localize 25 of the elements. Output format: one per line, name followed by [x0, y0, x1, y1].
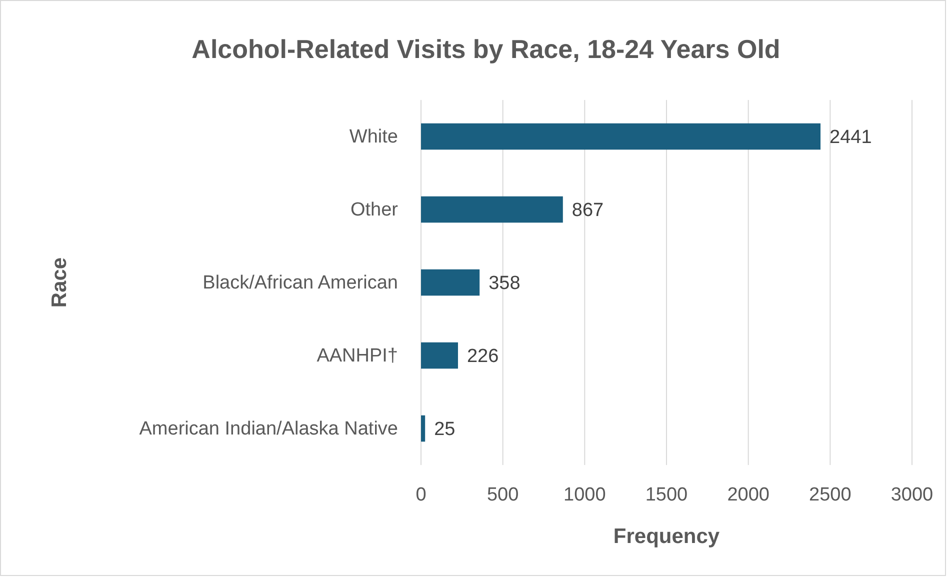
x-axis-title: Frequency	[613, 525, 720, 548]
x-tick-label: 500	[486, 484, 519, 506]
x-tick-label: 3000	[890, 484, 934, 506]
data-label: 867	[572, 200, 604, 222]
data-label: 25	[434, 419, 456, 440]
chart-title: Alcohol-Related Visits by Race, 18-24 Years Old	[192, 34, 780, 64]
y-tick-label: Black/African American	[202, 272, 398, 294]
x-tick-label: 2000	[727, 484, 770, 506]
bar	[421, 123, 821, 150]
bar	[421, 415, 426, 442]
x-tick-label: 0	[416, 484, 426, 506]
y-tick-label: Other	[350, 200, 399, 221]
y-tick-label: American Indian/Alaska Native	[139, 418, 398, 440]
bar	[421, 269, 480, 296]
x-tick-label: 1000	[564, 484, 606, 506]
x-tick-label: 1500	[645, 484, 688, 506]
x-tick-label: 2500	[809, 484, 852, 506]
y-tick-label: White	[349, 126, 398, 148]
data-label: 226	[466, 346, 499, 368]
y-tick-label: AANHPI†	[316, 346, 398, 367]
bar	[421, 342, 458, 369]
y-axis-title: Race	[48, 257, 71, 308]
bar	[421, 196, 563, 223]
data-label: 358	[488, 273, 520, 294]
data-label: 2441	[830, 127, 872, 148]
